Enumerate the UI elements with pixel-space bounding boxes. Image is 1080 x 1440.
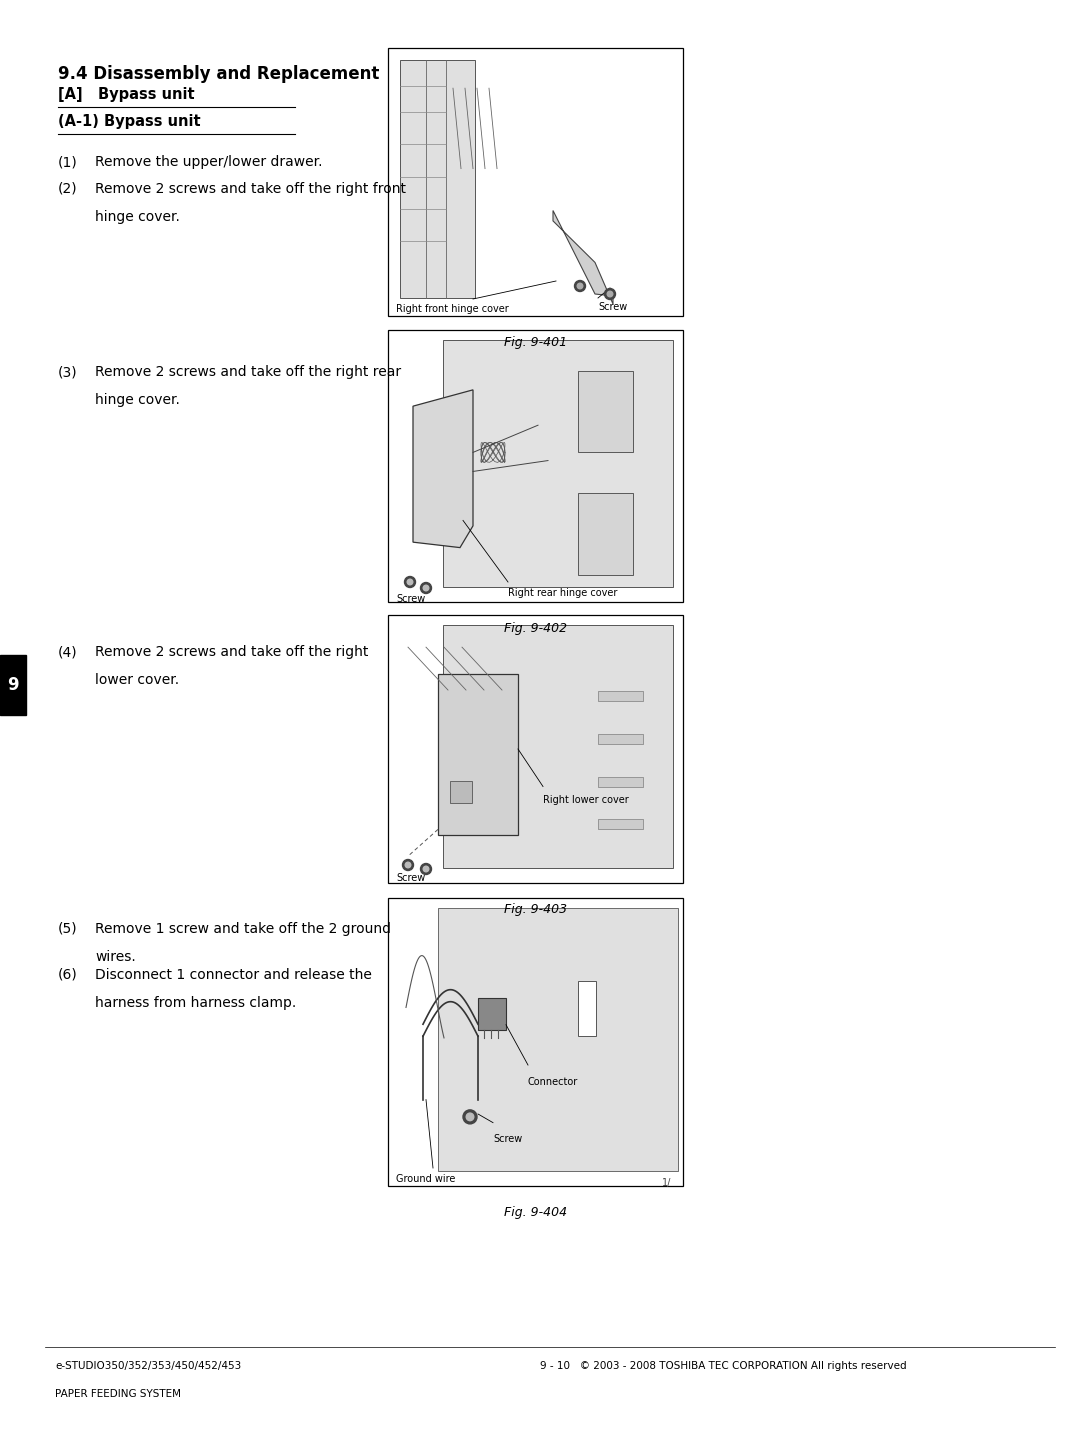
Circle shape (405, 576, 416, 588)
Text: Screw: Screw (396, 593, 426, 603)
Circle shape (405, 863, 410, 868)
FancyBboxPatch shape (388, 48, 683, 315)
Circle shape (577, 284, 583, 289)
FancyBboxPatch shape (450, 780, 472, 802)
FancyBboxPatch shape (443, 625, 673, 868)
Text: Remove 2 screws and take off the right rear: Remove 2 screws and take off the right r… (95, 364, 401, 379)
Circle shape (463, 1110, 477, 1123)
Text: Remove the upper/lower drawer.: Remove the upper/lower drawer. (95, 156, 323, 168)
Text: Right rear hinge cover: Right rear hinge cover (508, 588, 618, 598)
Text: Remove 1 screw and take off the 2 ground: Remove 1 screw and take off the 2 ground (95, 922, 391, 936)
Circle shape (407, 579, 413, 585)
Text: [A]   Bypass unit: [A] Bypass unit (58, 86, 194, 102)
FancyBboxPatch shape (578, 492, 633, 575)
Text: 9.4 Disassembly and Replacement: 9.4 Disassembly and Replacement (58, 65, 379, 84)
FancyBboxPatch shape (443, 340, 673, 588)
FancyBboxPatch shape (598, 819, 643, 829)
Text: (6): (6) (58, 968, 78, 982)
Circle shape (420, 864, 432, 874)
FancyBboxPatch shape (388, 899, 683, 1187)
Text: 9: 9 (8, 675, 18, 694)
FancyBboxPatch shape (578, 981, 596, 1037)
FancyBboxPatch shape (400, 60, 475, 298)
Circle shape (467, 1113, 474, 1120)
Text: Right front hinge cover: Right front hinge cover (396, 304, 509, 314)
Text: PAPER FEEDING SYSTEM: PAPER FEEDING SYSTEM (55, 1390, 181, 1400)
FancyBboxPatch shape (598, 733, 643, 743)
Text: Fig. 9-401: Fig. 9-401 (504, 336, 567, 348)
FancyBboxPatch shape (388, 615, 683, 883)
Text: 9 - 10   © 2003 - 2008 TOSHIBA TEC CORPORATION All rights reserved: 9 - 10 © 2003 - 2008 TOSHIBA TEC CORPORA… (540, 1361, 906, 1371)
Text: Screw: Screw (598, 302, 627, 312)
FancyBboxPatch shape (388, 48, 683, 315)
Circle shape (423, 585, 429, 590)
FancyBboxPatch shape (0, 655, 26, 716)
FancyBboxPatch shape (578, 370, 633, 452)
Circle shape (575, 281, 585, 291)
Text: Screw: Screw (492, 1135, 523, 1145)
Text: Fig. 9-402: Fig. 9-402 (504, 622, 567, 635)
Text: Connector: Connector (528, 1077, 578, 1087)
Text: Ground wire: Ground wire (396, 1174, 456, 1184)
FancyBboxPatch shape (438, 674, 518, 835)
FancyBboxPatch shape (438, 909, 678, 1171)
Circle shape (605, 288, 616, 300)
Text: (5): (5) (58, 922, 78, 936)
Text: Screw: Screw (396, 873, 426, 883)
Text: wires.: wires. (95, 950, 136, 963)
Polygon shape (413, 390, 473, 547)
Text: hinge cover.: hinge cover. (95, 210, 180, 225)
FancyBboxPatch shape (388, 615, 683, 883)
Text: lower cover.: lower cover. (95, 672, 179, 687)
Text: 1/: 1/ (662, 1178, 671, 1188)
Text: (2): (2) (58, 181, 78, 196)
Text: (3): (3) (58, 364, 78, 379)
Text: Right lower cover: Right lower cover (543, 795, 629, 805)
Text: Fig. 9-403: Fig. 9-403 (504, 903, 567, 916)
Circle shape (420, 583, 432, 593)
Text: (4): (4) (58, 645, 78, 660)
FancyBboxPatch shape (388, 330, 683, 602)
Circle shape (607, 291, 612, 297)
FancyBboxPatch shape (598, 776, 643, 786)
Text: Remove 2 screws and take off the right: Remove 2 screws and take off the right (95, 645, 368, 660)
Text: harness from harness clamp.: harness from harness clamp. (95, 996, 296, 1009)
FancyBboxPatch shape (478, 998, 507, 1031)
Text: e-STUDIO350/352/353/450/452/453: e-STUDIO350/352/353/450/452/453 (55, 1361, 241, 1371)
FancyBboxPatch shape (598, 691, 643, 701)
Circle shape (423, 867, 429, 871)
Text: (A-1) Bypass unit: (A-1) Bypass unit (58, 114, 201, 130)
Text: Fig. 9-404: Fig. 9-404 (504, 1205, 567, 1220)
FancyBboxPatch shape (388, 330, 683, 602)
Polygon shape (553, 210, 613, 304)
Text: Disconnect 1 connector and release the: Disconnect 1 connector and release the (95, 968, 372, 982)
Text: hinge cover.: hinge cover. (95, 393, 180, 408)
Circle shape (403, 860, 414, 871)
Text: (1): (1) (58, 156, 78, 168)
Text: Remove 2 screws and take off the right front: Remove 2 screws and take off the right f… (95, 181, 406, 196)
FancyBboxPatch shape (388, 899, 683, 1187)
